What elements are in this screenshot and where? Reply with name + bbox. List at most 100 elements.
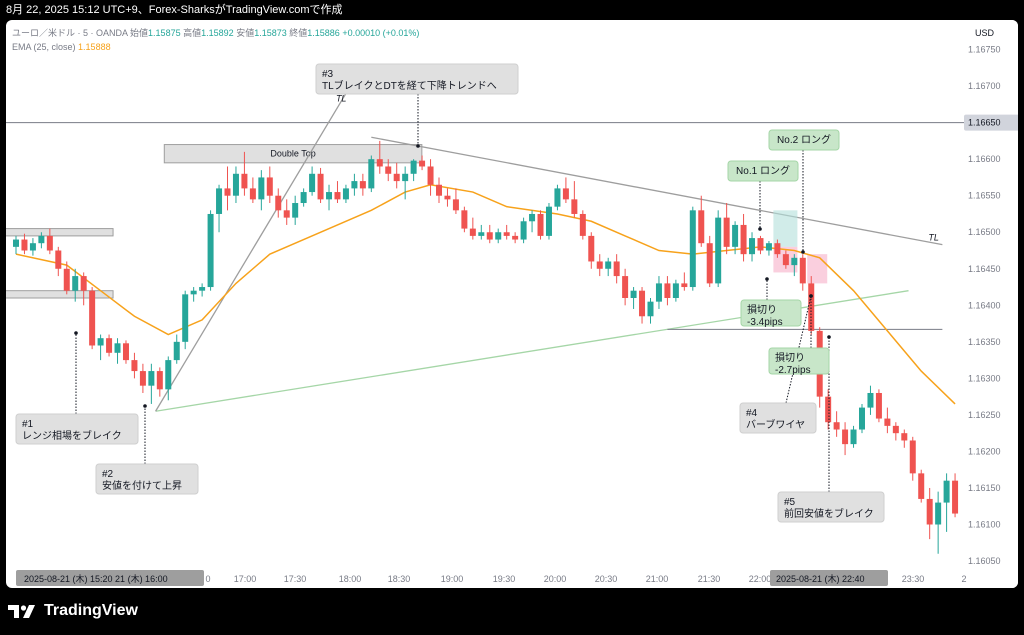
x-tick-label: 20:30 [595, 574, 618, 584]
x-tick-label: 19:30 [493, 574, 516, 584]
ema-value: 1.15888 [78, 42, 111, 52]
y-tick-label: 1.16050 [968, 556, 1001, 566]
change-value: +0.00010 (+0.01%) [342, 28, 420, 38]
candle [520, 217, 527, 244]
annotation-text-s1: 損切り [747, 303, 777, 316]
candle-body [427, 166, 434, 185]
y-tick-label: 1.16150 [968, 483, 1001, 493]
candle-body [148, 371, 155, 386]
candle-body [749, 238, 756, 255]
candle [647, 298, 654, 324]
candle-body [21, 239, 28, 251]
candle-body [165, 360, 172, 390]
candle [892, 422, 899, 441]
candle [156, 367, 163, 397]
candle-body [334, 192, 341, 200]
candle [909, 436, 916, 481]
candle-body [842, 429, 849, 445]
candle-body [368, 159, 375, 189]
candle-body [706, 243, 713, 284]
candle [571, 181, 578, 218]
candle [97, 334, 104, 361]
candlestick-chart[interactable]: 1.16750 1.16700 1.16650 1.16600 1.16550 1.165… [6, 20, 1018, 588]
candle [385, 159, 392, 182]
candle-body [139, 371, 146, 386]
candle-body [182, 294, 189, 342]
tradingview-logo[interactable]: TradingView [8, 602, 138, 620]
candle-body [131, 360, 138, 372]
candle [368, 155, 375, 193]
candle [859, 403, 865, 434]
ema-label[interactable]: EMA (25, close) [12, 42, 76, 52]
candle-body [452, 199, 459, 211]
candle-body [723, 217, 730, 247]
tradingview-logo-icon [8, 605, 35, 618]
y-tick-label: 1.16350 [968, 337, 1001, 347]
candle-body [901, 433, 908, 441]
x-highlight-right-text: 2025-08-21 (木) 22:40 [776, 573, 865, 584]
candle [224, 166, 231, 211]
candle-body [461, 210, 468, 229]
candle-body [799, 257, 806, 284]
candle [613, 254, 620, 284]
candle-body [114, 343, 121, 353]
candle-body [596, 261, 603, 269]
currency-label[interactable]: USD [974, 28, 994, 38]
candle-body [342, 188, 349, 200]
candle [207, 210, 214, 291]
candle-body [444, 195, 451, 200]
candle-body [359, 181, 366, 189]
candle [630, 287, 637, 309]
annotation-box-a3 [315, 63, 519, 95]
candle-body [867, 392, 874, 408]
candle-body [207, 213, 214, 288]
candle-body [232, 173, 239, 196]
trendline-up-label: TL [336, 93, 347, 103]
y-tick-label: 1.16100 [968, 520, 1001, 530]
candle [232, 166, 239, 204]
candle-body [122, 343, 129, 361]
candle-body [393, 173, 400, 182]
candle-body [249, 188, 256, 200]
x-tick-label: 0 [205, 574, 210, 584]
annotation-text-n1: No.1 ロング [736, 164, 790, 177]
candle [765, 241, 772, 256]
candle [757, 235, 764, 255]
candle [300, 188, 307, 207]
footer: TradingView [0, 588, 1024, 635]
trendline-down [371, 136, 943, 246]
candle-body [605, 261, 612, 269]
candle [825, 389, 832, 430]
chart-panel[interactable]: 1.16750 1.16700 1.16650 1.16600 1.16550 1.165… [6, 20, 1018, 588]
candle-body [774, 243, 781, 255]
trendline-up [155, 93, 347, 412]
candle-body [216, 188, 223, 214]
candle-body [935, 502, 942, 525]
open-value: 1.15875 [148, 28, 181, 38]
candle-body [825, 396, 832, 423]
candle [537, 210, 544, 240]
candle-body [13, 239, 19, 247]
candle-body [376, 159, 383, 167]
candle [461, 206, 468, 233]
candle-body [275, 195, 282, 211]
candle-body [173, 341, 180, 361]
x-tick-label: 22:00 [749, 574, 772, 584]
x-tick-label: 21:30 [698, 574, 721, 584]
low-value: 1.15873 [254, 28, 287, 38]
candle [266, 166, 273, 204]
candle-body [732, 224, 739, 247]
candle-body [258, 177, 265, 200]
candle [148, 363, 155, 404]
candle [106, 334, 113, 357]
candle [529, 210, 536, 233]
candle [478, 224, 485, 240]
candle-body [46, 235, 53, 251]
annotation-box-a2 [95, 463, 199, 495]
candle [715, 210, 722, 288]
symbol-name[interactable]: ユーロ／米ドル · 5 · OANDA [12, 28, 128, 38]
candle [867, 385, 874, 415]
candle [114, 338, 121, 364]
annotation-text-s1: -3.4pips [747, 317, 783, 328]
